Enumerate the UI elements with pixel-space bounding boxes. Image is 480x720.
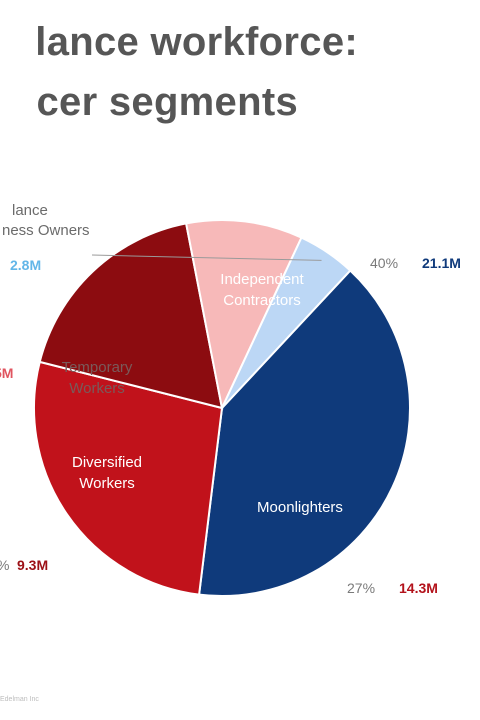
slice-label-diversified: Diversified Workers [72,454,142,492]
slice-label-independent: Independent Contractors [220,271,304,309]
slice-label-temporary: Temporary Workers [62,359,133,397]
title-line-2: cer segments [36,80,298,124]
pie-slice-moonlighters [33,360,224,596]
value-label-business_owners: 2.8M [10,257,41,273]
percent-label-moonlighters: 27% [347,580,375,596]
slice-label-business_owners: lance ness Owners [2,202,90,239]
value-label-independent: 21.1M [422,255,461,271]
percent-label-independent: 40% [370,255,398,271]
leader-line-business_owners [91,254,322,261]
pie-slice-diversified [38,222,224,410]
pie-slice-temporary [184,219,303,412]
pie-slice-independent [197,269,411,597]
footer-credit: Edelman Inc [0,696,39,703]
value-label-temporary: 5M [0,365,13,381]
title-line-1: lance workforce: [35,20,358,64]
percent-label-diversified: % [0,557,9,573]
value-label-moonlighters: 14.3M [399,580,438,596]
pie-slice-business_owners [221,236,352,409]
value-label-diversified: 9.3M [17,557,48,573]
slice-label-moonlighters: Moonlighters [257,499,343,516]
